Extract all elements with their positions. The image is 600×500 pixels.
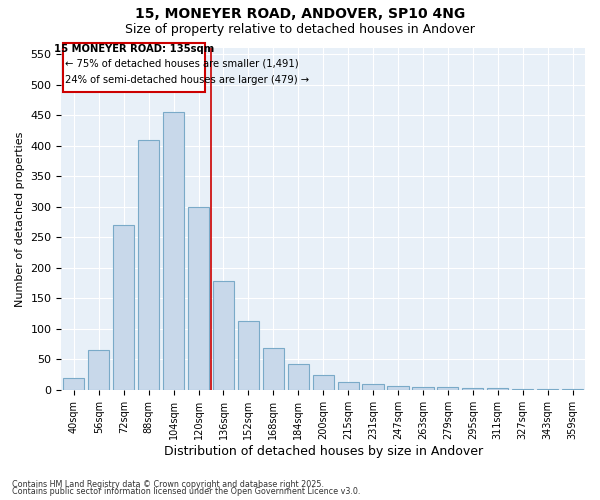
- Bar: [238, 321, 259, 390]
- Bar: [287, 364, 309, 390]
- Text: 24% of semi-detached houses are larger (479) →: 24% of semi-detached houses are larger (…: [65, 74, 309, 85]
- Bar: [338, 382, 359, 390]
- Text: Contains HM Land Registry data © Crown copyright and database right 2025.: Contains HM Land Registry data © Crown c…: [12, 480, 324, 489]
- Text: Size of property relative to detached houses in Andover: Size of property relative to detached ho…: [125, 22, 475, 36]
- Text: Contains public sector information licensed under the Open Government Licence v3: Contains public sector information licen…: [12, 488, 361, 496]
- Bar: [138, 140, 159, 390]
- Bar: [313, 374, 334, 390]
- Bar: [412, 387, 434, 390]
- Y-axis label: Number of detached properties: Number of detached properties: [15, 131, 25, 306]
- Bar: [213, 281, 234, 390]
- Bar: [362, 384, 383, 390]
- Bar: [437, 387, 458, 390]
- Bar: [462, 388, 484, 390]
- Bar: [512, 388, 533, 390]
- Bar: [62, 43, 205, 92]
- Text: 15 MONEYER ROAD: 135sqm: 15 MONEYER ROAD: 135sqm: [53, 44, 214, 54]
- Text: 15, MONEYER ROAD, ANDOVER, SP10 4NG: 15, MONEYER ROAD, ANDOVER, SP10 4NG: [135, 8, 465, 22]
- X-axis label: Distribution of detached houses by size in Andover: Distribution of detached houses by size …: [164, 444, 483, 458]
- Bar: [537, 388, 558, 390]
- Bar: [113, 225, 134, 390]
- Bar: [88, 350, 109, 390]
- Bar: [163, 112, 184, 390]
- Bar: [63, 378, 85, 390]
- Bar: [562, 388, 583, 390]
- Bar: [188, 206, 209, 390]
- Bar: [487, 388, 508, 390]
- Text: ← 75% of detached houses are smaller (1,491): ← 75% of detached houses are smaller (1,…: [65, 59, 298, 69]
- Bar: [388, 386, 409, 390]
- Bar: [263, 348, 284, 390]
